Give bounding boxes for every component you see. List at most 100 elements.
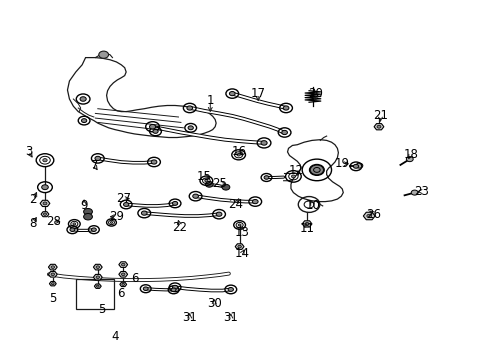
Text: 11: 11 [299, 222, 314, 235]
Text: 8: 8 [29, 217, 37, 230]
Circle shape [123, 203, 128, 206]
Circle shape [43, 213, 46, 215]
Text: 22: 22 [172, 221, 187, 234]
Circle shape [309, 165, 323, 175]
Circle shape [186, 106, 192, 110]
Polygon shape [302, 221, 311, 227]
Polygon shape [235, 244, 244, 249]
Polygon shape [94, 284, 101, 288]
Text: 5: 5 [49, 292, 57, 305]
Circle shape [192, 194, 198, 198]
Text: 15: 15 [197, 170, 211, 183]
Text: 16: 16 [232, 145, 246, 158]
Circle shape [237, 245, 241, 248]
Circle shape [305, 222, 308, 225]
Circle shape [95, 156, 101, 161]
Circle shape [96, 266, 100, 269]
Text: 5: 5 [98, 303, 105, 316]
Text: 25: 25 [212, 177, 227, 190]
Text: 26: 26 [366, 208, 381, 221]
Polygon shape [48, 264, 57, 270]
Circle shape [110, 221, 112, 223]
Circle shape [236, 153, 240, 156]
Circle shape [153, 130, 158, 133]
Circle shape [99, 51, 108, 58]
Text: 17: 17 [250, 87, 265, 100]
Text: 3: 3 [24, 145, 32, 158]
Text: 27: 27 [116, 192, 130, 205]
Text: 6: 6 [130, 273, 138, 285]
Circle shape [228, 288, 233, 291]
Text: 23: 23 [413, 185, 428, 198]
Circle shape [238, 224, 241, 226]
Circle shape [51, 283, 54, 285]
Text: 4: 4 [111, 330, 119, 343]
Circle shape [353, 165, 358, 168]
Circle shape [229, 91, 235, 96]
Text: 1: 1 [206, 94, 214, 107]
Circle shape [188, 126, 193, 130]
Polygon shape [93, 274, 102, 280]
Circle shape [70, 228, 75, 231]
Circle shape [172, 285, 177, 289]
Circle shape [141, 211, 147, 215]
Text: 10: 10 [305, 199, 320, 212]
Circle shape [261, 141, 266, 145]
Text: 31: 31 [223, 311, 238, 324]
Text: 28: 28 [46, 215, 61, 228]
Circle shape [51, 273, 55, 276]
Text: 7: 7 [90, 159, 98, 172]
Text: 12: 12 [288, 165, 303, 177]
Circle shape [121, 263, 125, 266]
Text: 9: 9 [80, 199, 88, 212]
Circle shape [313, 167, 320, 172]
Circle shape [376, 125, 380, 128]
Circle shape [121, 273, 125, 276]
Circle shape [43, 158, 47, 162]
Circle shape [43, 202, 47, 205]
Polygon shape [40, 200, 50, 207]
Text: 13: 13 [234, 226, 249, 239]
Polygon shape [119, 262, 127, 267]
Polygon shape [120, 282, 126, 287]
Circle shape [204, 180, 207, 182]
Text: 21: 21 [372, 109, 387, 122]
Text: 2: 2 [29, 193, 37, 206]
Circle shape [122, 283, 124, 285]
Circle shape [283, 106, 288, 110]
Text: 18: 18 [403, 148, 417, 161]
Circle shape [410, 190, 417, 195]
Circle shape [171, 288, 176, 292]
Circle shape [406, 157, 412, 162]
Polygon shape [49, 282, 56, 286]
Circle shape [252, 199, 258, 204]
Circle shape [264, 176, 268, 179]
Text: 29: 29 [109, 210, 123, 223]
Polygon shape [48, 271, 57, 277]
Polygon shape [119, 271, 127, 277]
Circle shape [91, 228, 96, 231]
Text: 6: 6 [117, 287, 125, 300]
Circle shape [80, 97, 86, 101]
Circle shape [366, 214, 371, 218]
Circle shape [96, 276, 100, 279]
Text: 14: 14 [234, 247, 249, 260]
Polygon shape [41, 212, 49, 217]
Circle shape [41, 185, 48, 190]
Circle shape [205, 181, 213, 187]
Circle shape [51, 266, 55, 269]
Circle shape [96, 285, 99, 287]
Circle shape [143, 287, 148, 291]
Text: 19: 19 [334, 157, 349, 170]
Text: 24: 24 [228, 198, 243, 211]
Circle shape [73, 223, 76, 225]
Polygon shape [373, 123, 383, 130]
Polygon shape [93, 264, 102, 270]
Circle shape [149, 125, 155, 129]
Circle shape [172, 202, 177, 205]
Circle shape [216, 212, 222, 216]
Circle shape [151, 160, 157, 164]
Text: 31: 31 [182, 311, 197, 324]
Circle shape [83, 213, 92, 220]
Text: 20: 20 [307, 87, 322, 100]
